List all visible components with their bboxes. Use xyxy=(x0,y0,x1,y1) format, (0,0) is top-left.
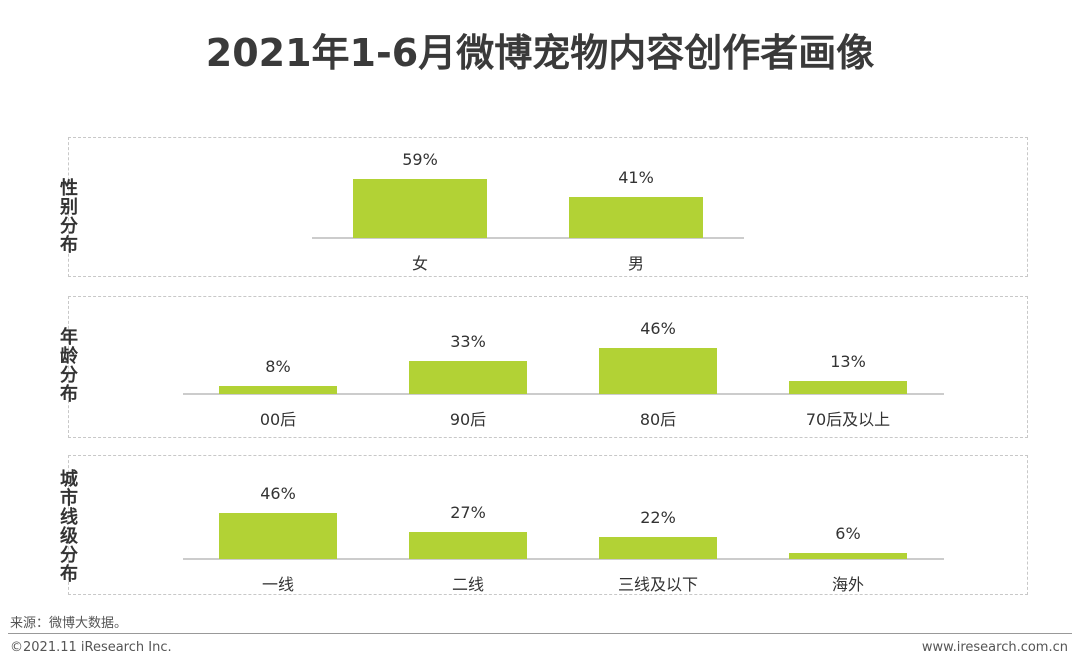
city-tier-value-label-2: 22% xyxy=(640,508,676,527)
gender-panel xyxy=(68,137,1028,277)
city-tier-bar-0 xyxy=(219,513,337,559)
age-value-label-3: 13% xyxy=(830,352,866,371)
city-tier-bar-1 xyxy=(409,532,527,559)
age-value-label-1: 33% xyxy=(450,332,486,351)
age-category-label-3: 70后及以上 xyxy=(806,410,890,429)
city-tier-panel xyxy=(68,455,1028,595)
city-tier-category-label-3: 海外 xyxy=(832,575,864,594)
age-category-label-0: 00后 xyxy=(260,410,296,429)
footer-divider xyxy=(8,633,1072,634)
website: www.iresearch.com.cn xyxy=(921,640,1068,655)
city-tier-bar-2 xyxy=(599,537,717,559)
age-panel-label: 年龄分布 xyxy=(60,327,78,405)
city-tier-value-label-3: 6% xyxy=(835,524,860,543)
source-note: 来源：微博大数据。 xyxy=(10,616,128,631)
gender-value-label-0: 59% xyxy=(402,150,438,169)
city-tier-category-label-2: 三线及以下 xyxy=(618,575,698,594)
city-tier-value-label-0: 46% xyxy=(260,484,296,503)
age-category-label-1: 90后 xyxy=(450,410,486,429)
gender-category-label-1: 男 xyxy=(628,254,644,273)
city-tier-category-label-0: 一线 xyxy=(262,575,294,594)
gender-bar-0 xyxy=(353,179,487,238)
age-value-label-0: 8% xyxy=(265,357,290,376)
page-title: 2021年1-6月微博宠物内容创作者画像 xyxy=(205,31,875,75)
age-category-label-2: 80后 xyxy=(640,410,676,429)
age-value-label-2: 46% xyxy=(640,319,676,338)
gender-panel-label: 性别分布 xyxy=(60,178,78,256)
copyright: ©2021.11 iResearch Inc. xyxy=(10,640,172,655)
city-tier-bar-3 xyxy=(789,553,907,559)
city-tier-panel-label: 城市线级分布 xyxy=(60,469,78,585)
gender-value-label-1: 41% xyxy=(618,168,654,187)
age-bar-0 xyxy=(219,386,337,394)
age-bar-1 xyxy=(409,361,527,394)
age-bar-2 xyxy=(599,348,717,394)
city-tier-category-label-1: 二线 xyxy=(452,575,484,594)
city-tier-value-label-1: 27% xyxy=(450,503,486,522)
gender-category-label-0: 女 xyxy=(412,254,428,273)
age-panel xyxy=(68,296,1028,438)
age-bar-3 xyxy=(789,381,907,394)
gender-bar-1 xyxy=(569,197,703,238)
